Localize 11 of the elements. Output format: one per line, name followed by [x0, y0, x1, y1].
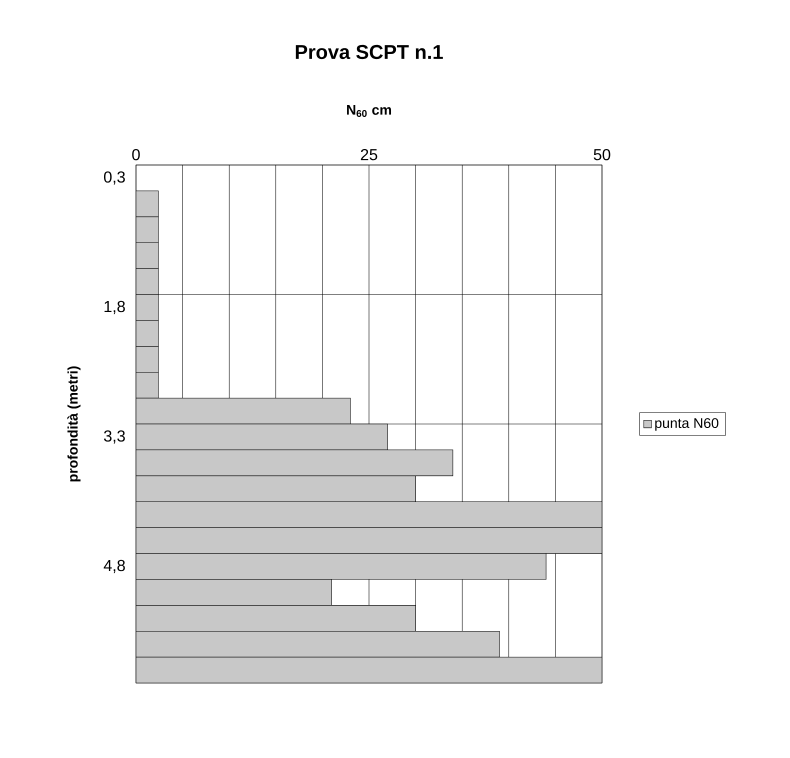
x-axis-title: N$_{60}$ cm [347, 105, 392, 117]
x-tick-label: 50 [594, 148, 610, 160]
x-tick-label: 0 [132, 148, 140, 160]
y-tick-label: 1,8 [104, 300, 125, 314]
y-axis-title: profondità (metri) [67, 366, 81, 482]
y-tick-label: 4,8 [104, 560, 125, 574]
x-tick-label: 25 [360, 148, 378, 160]
chart-title: Prova SCPT n.1 [296, 44, 443, 60]
legend-label: punta N60 [655, 418, 718, 431]
y-tick-label: 3,3 [104, 430, 125, 444]
y-tick-label: 0,3 [104, 171, 125, 185]
